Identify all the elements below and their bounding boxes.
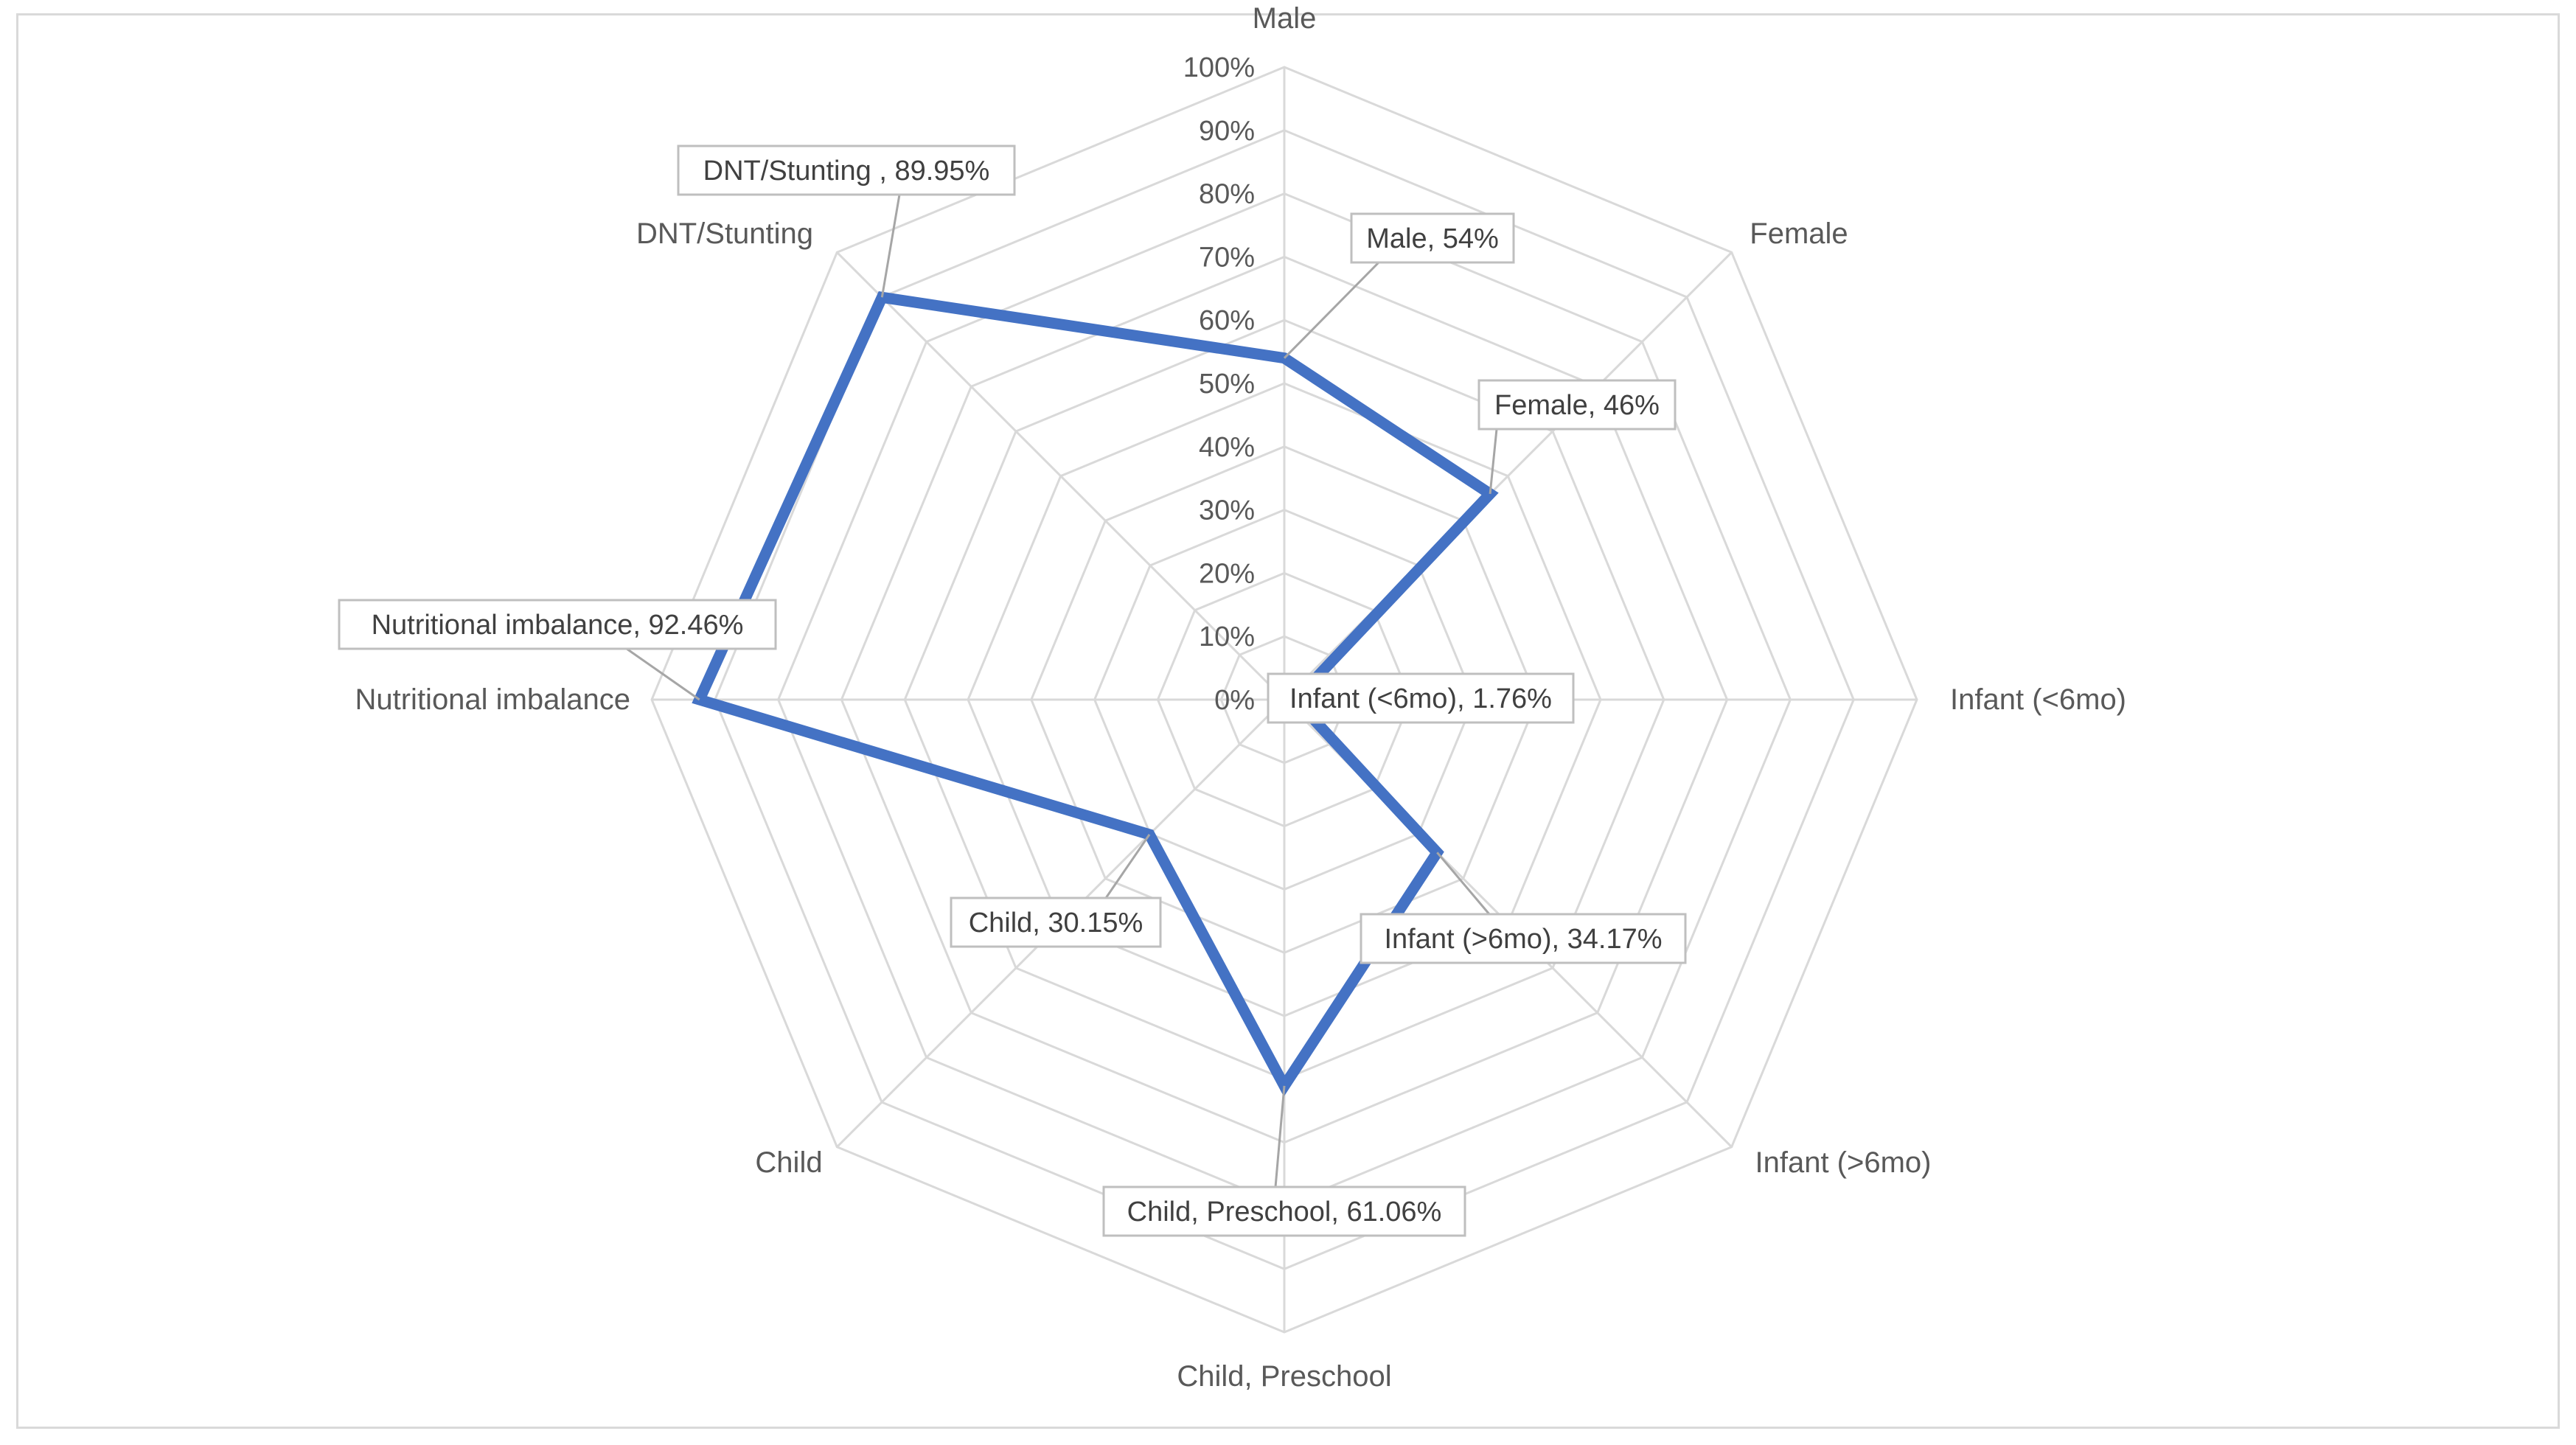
data-label: Female, 46% [1494, 390, 1660, 421]
data-label-box [950, 896, 1162, 948]
grid-spoke [836, 251, 1286, 701]
tick-label: 20% [1199, 558, 1255, 589]
data-label: Infant (<6mo), 1.76% [1289, 683, 1552, 714]
data-label-box [1102, 1185, 1466, 1237]
category-label: Infant (<6mo) [1950, 683, 2126, 716]
tick-label: 0% [1214, 685, 1255, 716]
category-label: Nutritional imbalance [355, 683, 630, 716]
category-label: Male [1253, 2, 1317, 35]
radial-axis-ticks: 0% 10% 20% 30% 40% 50% 60% 70% 80% 90% 100% [1183, 52, 1255, 716]
category-label: Child, Preschool [1177, 1360, 1391, 1393]
data-label-callouts: Male, 54% Female, 46% Infant (<6mo), 1.76%… [338, 144, 1687, 1237]
data-label: Male, 54% [1366, 223, 1499, 254]
category-label: Child [755, 1146, 822, 1179]
category-label: Infant (>6mo) [1755, 1146, 1931, 1179]
data-label-box [1360, 913, 1687, 964]
data-label: Nutritional imbalance, 92.46% [372, 610, 744, 641]
data-label-box [1350, 212, 1515, 264]
category-label: Female [1750, 217, 1848, 250]
data-label: DNT/Stunting , 89.95% [703, 156, 990, 187]
tick-label: 60% [1199, 305, 1255, 336]
data-label-box [338, 599, 777, 650]
tick-label: 80% [1199, 179, 1255, 210]
data-label-box [677, 144, 1016, 196]
category-labels: Male Female Infant (<6mo) Infant (>6mo) Chil… [355, 2, 2126, 1393]
tick-label: 30% [1199, 495, 1255, 526]
leader-line [1274, 1085, 1286, 1188]
tick-label: 40% [1199, 432, 1255, 463]
data-label: Infant (>6mo), 34.17% [1384, 924, 1662, 955]
leader-line [1283, 261, 1380, 359]
tick-label: 100% [1183, 52, 1255, 83]
tick-label: 90% [1199, 116, 1255, 147]
data-label-box [1267, 672, 1575, 724]
leader-line [1489, 428, 1498, 495]
data-label: Child, Preschool, 61.06% [1127, 1197, 1442, 1228]
tick-label: 10% [1199, 621, 1255, 652]
leader-line [626, 647, 700, 701]
leader-line [880, 194, 901, 298]
leader-line [1436, 852, 1491, 915]
data-label: Child, 30.15% [969, 908, 1143, 939]
data-label-box [1477, 379, 1677, 431]
tick-label: 70% [1199, 242, 1255, 273]
leader-line [1104, 834, 1151, 899]
category-label: DNT/Stunting [636, 217, 813, 250]
tick-label: 50% [1199, 369, 1255, 400]
